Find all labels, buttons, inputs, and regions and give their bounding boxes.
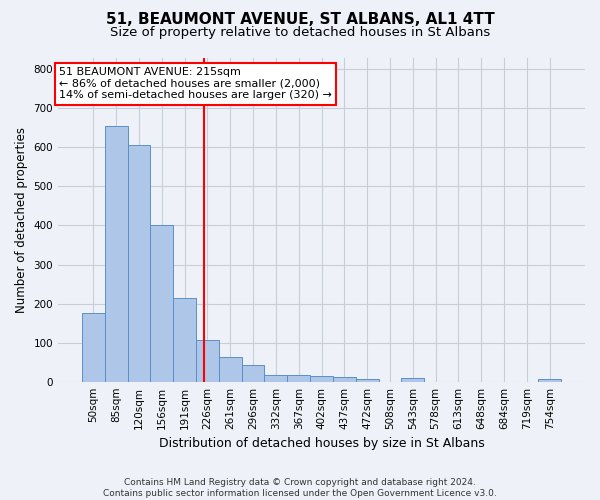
Text: Size of property relative to detached houses in St Albans: Size of property relative to detached ho… bbox=[110, 26, 490, 39]
Bar bbox=[82, 314, 105, 382]
Bar bbox=[356, 378, 379, 382]
Y-axis label: Number of detached properties: Number of detached properties bbox=[15, 126, 28, 312]
Bar bbox=[310, 376, 333, 382]
Bar bbox=[242, 365, 265, 382]
Bar bbox=[151, 226, 173, 382]
Bar bbox=[219, 357, 242, 382]
Text: 51 BEAUMONT AVENUE: 215sqm
← 86% of detached houses are smaller (2,000)
14% of s: 51 BEAUMONT AVENUE: 215sqm ← 86% of deta… bbox=[59, 67, 332, 100]
Bar bbox=[128, 146, 151, 382]
Bar bbox=[105, 126, 128, 382]
X-axis label: Distribution of detached houses by size in St Albans: Distribution of detached houses by size … bbox=[158, 437, 484, 450]
Bar bbox=[196, 340, 219, 382]
Bar bbox=[538, 379, 561, 382]
Text: 51, BEAUMONT AVENUE, ST ALBANS, AL1 4TT: 51, BEAUMONT AVENUE, ST ALBANS, AL1 4TT bbox=[106, 12, 494, 28]
Bar bbox=[265, 374, 287, 382]
Bar bbox=[287, 376, 310, 382]
Text: Contains HM Land Registry data © Crown copyright and database right 2024.
Contai: Contains HM Land Registry data © Crown c… bbox=[103, 478, 497, 498]
Bar bbox=[333, 376, 356, 382]
Bar bbox=[173, 298, 196, 382]
Bar bbox=[401, 378, 424, 382]
